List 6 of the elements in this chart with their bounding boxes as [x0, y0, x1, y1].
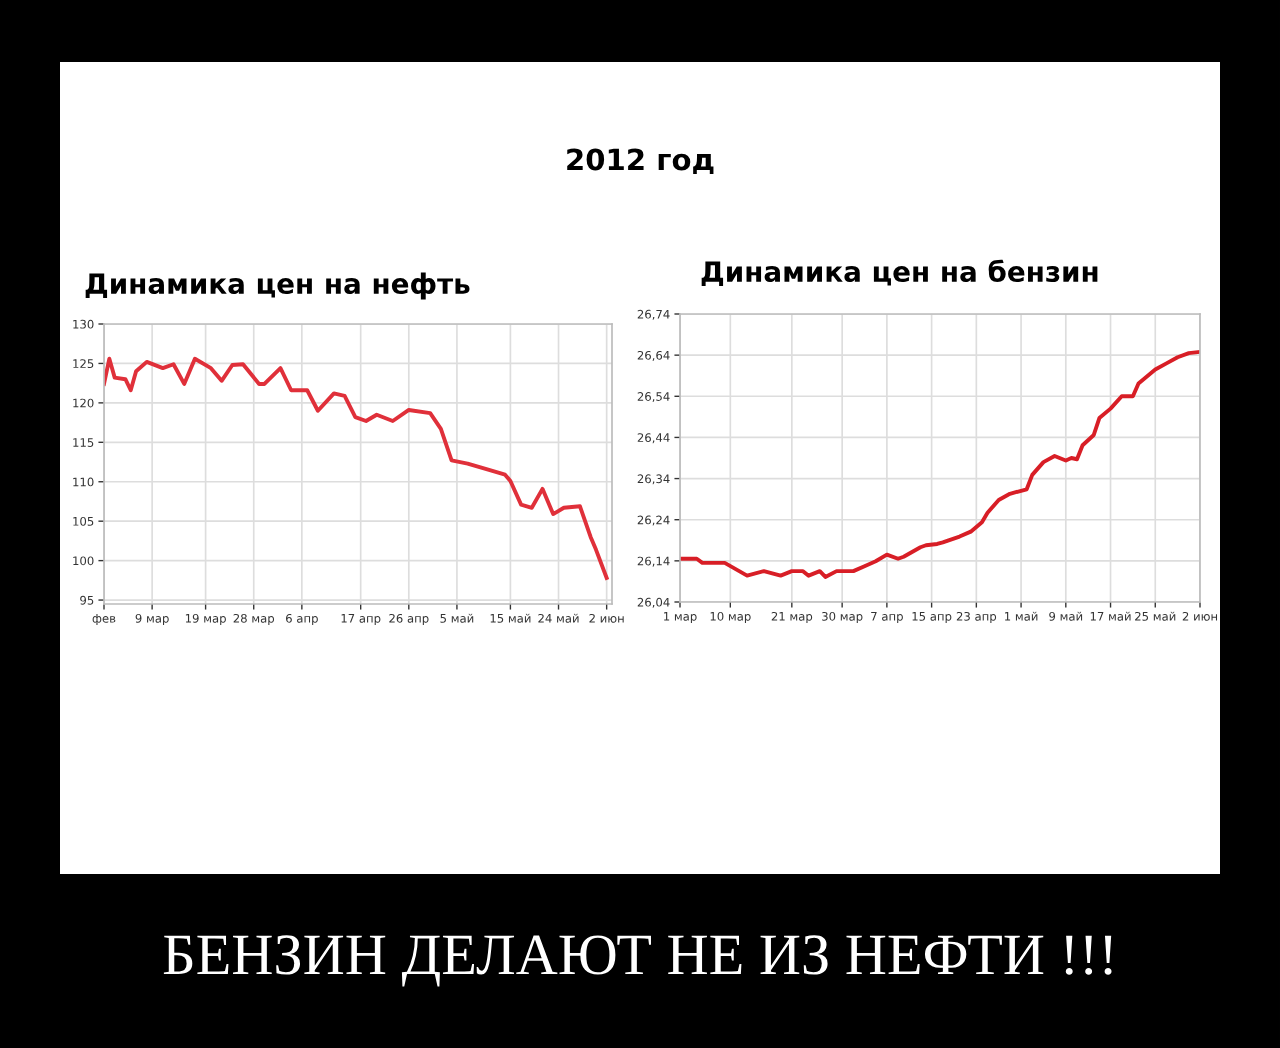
chart-title: Динамика цен на нефть — [85, 272, 470, 300]
line-series — [680, 349, 1200, 579]
chart-title: Динамика цен на бензин — [701, 259, 1098, 287]
text: 2012 год — [567, 148, 714, 175]
text: БЕНЗИН ДЕЛАЮТ НЕ ИЗ НЕФТИ !!! — [163, 935, 1112, 987]
line-series — [104, 356, 609, 580]
